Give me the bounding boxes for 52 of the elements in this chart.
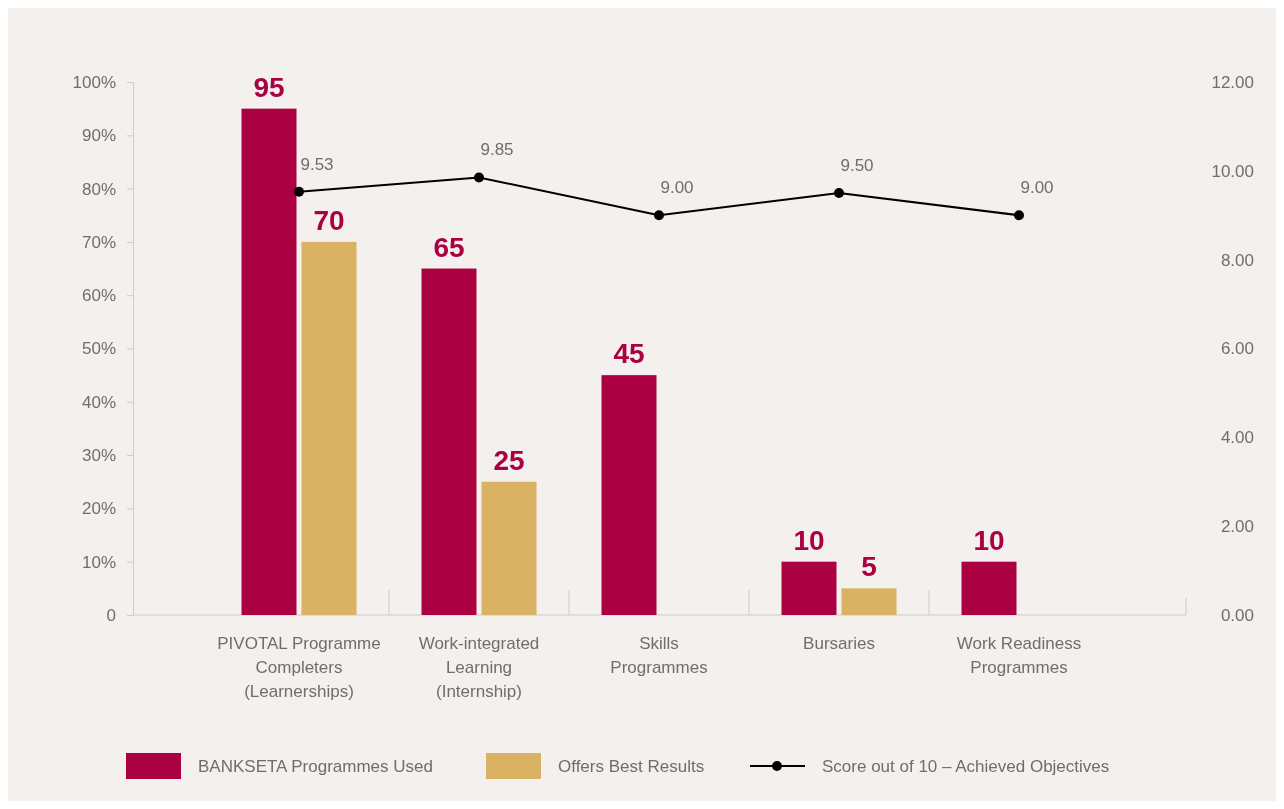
point — [1014, 210, 1024, 221]
y2-tick-label: 2.00 — [1220, 517, 1254, 537]
bar — [241, 108, 297, 615]
bar — [781, 561, 837, 615]
data-label: 10 — [793, 524, 825, 556]
bar — [841, 588, 897, 615]
data-label: 9.50 — [840, 156, 874, 176]
bar — [481, 481, 537, 615]
point — [834, 188, 844, 199]
x-tick-label: Work Readiness Programmes — [956, 634, 1082, 677]
y2-tick-label: 8.00 — [1220, 250, 1254, 270]
bar — [421, 268, 477, 615]
data-label: 9.53 — [300, 154, 334, 174]
x-tick-label: Work-integrated Learning (Internship) — [418, 634, 540, 701]
data-label: 5 — [861, 551, 877, 583]
data-label: 9.00 — [660, 178, 694, 198]
data-label: 65 — [433, 231, 465, 263]
data-label: 95 — [253, 71, 285, 103]
data-label: 10 — [973, 524, 1005, 556]
data-label: 9.85 — [480, 140, 514, 160]
point — [474, 172, 484, 183]
y-tick-label: 20% — [81, 499, 116, 519]
legend-label: BANKSETA Programmes Used — [198, 756, 433, 776]
y2-tick-label: 0.00 — [1220, 605, 1254, 625]
data-label: 9.00 — [1020, 178, 1054, 198]
point — [294, 186, 304, 197]
y2-tick-label: 6.00 — [1220, 339, 1254, 359]
point — [654, 210, 664, 221]
data-label: 70 — [313, 204, 345, 236]
y-tick-label: 100% — [72, 72, 116, 92]
y-tick-label: 70% — [81, 232, 116, 252]
data-label: 45 — [613, 338, 645, 370]
x-tick-label: Skills Programmes — [610, 634, 708, 677]
bar — [601, 375, 657, 615]
y-tick-label: 10% — [81, 552, 116, 572]
y-tick-label: 0 — [106, 605, 116, 625]
data-label: 25 — [493, 444, 525, 476]
y-tick-label: 30% — [81, 446, 116, 466]
bar — [301, 241, 357, 615]
y-tick-label: 50% — [81, 339, 116, 359]
x-tick-label: PIVOTAL Programme Completers (Learnerships) — [217, 634, 381, 701]
bar — [961, 561, 1017, 615]
y-tick-label: 60% — [81, 286, 116, 306]
y-tick-label: 90% — [81, 126, 116, 146]
y2-tick-label: 12.00 — [1211, 72, 1254, 92]
legend-label: Offers Best Results — [558, 756, 705, 776]
legend-label: Score out of 10 – Achieved Objectives — [822, 756, 1110, 776]
y-tick-label: 40% — [81, 392, 116, 412]
x-tick-label: Bursaries — [803, 634, 875, 653]
y2-tick-label: 10.00 — [1211, 161, 1254, 181]
y2-tick-label: 4.00 — [1220, 428, 1254, 448]
y-tick-label: 80% — [81, 179, 116, 199]
